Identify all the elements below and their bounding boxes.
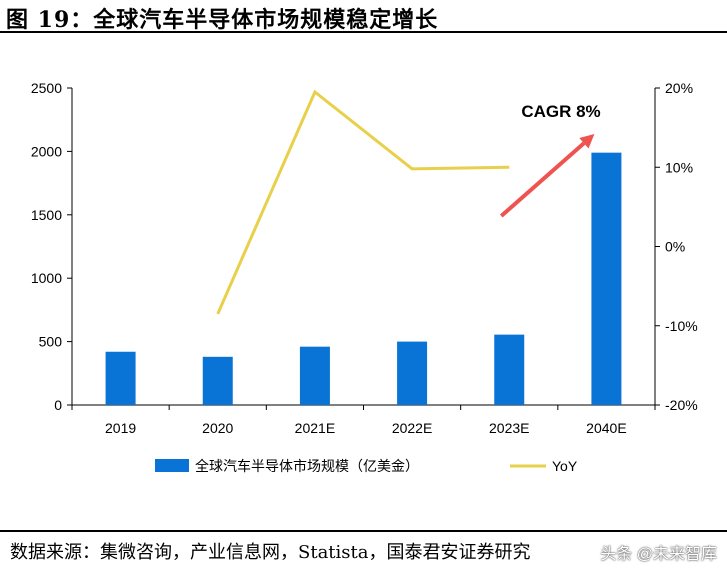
y-left-tick-label: 500 [39, 334, 63, 350]
y-left-tick-label: 2000 [31, 143, 62, 159]
y-left-tick-label: 1500 [31, 207, 62, 223]
title-rule [0, 31, 727, 33]
bar [299, 346, 330, 405]
legend-label-line: YoY [552, 458, 578, 474]
y-right-tick-label: 0% [665, 239, 685, 255]
cagr-arrow-head [579, 134, 595, 149]
x-tick-label: 2019 [105, 420, 136, 436]
legend-label-bar: 全球汽车半导体市场规模（亿美金） [195, 458, 419, 474]
y-left-tick-label: 2500 [31, 80, 62, 96]
x-tick-label: 2040E [586, 420, 626, 436]
x-tick-label: 2023E [489, 420, 529, 436]
watermark: 头条 @未来智库 [600, 546, 717, 563]
y-left-tick-label: 0 [54, 397, 62, 413]
legend-swatch-bar [155, 459, 189, 472]
bar [591, 152, 622, 405]
source-rule [0, 530, 727, 532]
bar [105, 351, 136, 405]
bars [105, 152, 622, 405]
y-right-tick-label: 10% [665, 159, 693, 175]
chart: 0 500 1000 1500 2000 2500 -20% -10% 0% 10% 20% 201… [31, 80, 698, 474]
cagr-label: CAGR 8% [521, 102, 600, 121]
x-tick-labels: 2019 2020 2021E 2022E 2023E 2040E [105, 420, 627, 436]
bar [397, 341, 428, 405]
legend: 全球汽车半导体市场规模（亿美金） YoY [155, 458, 578, 474]
x-tick-label: 2021E [295, 420, 335, 436]
x-tick-label: 2022E [392, 420, 432, 436]
y-right-tick-label: -20% [665, 397, 698, 413]
x-tick-label: 2020 [202, 420, 233, 436]
cagr-annotation: CAGR 8% [499, 102, 601, 218]
y-right-tick-label: -10% [665, 318, 698, 334]
bar [202, 356, 233, 405]
yoy-line [216, 89, 510, 315]
yoy-series-line [216, 89, 510, 315]
source-note: 数据来源：集微咨询，产业信息网，Statista，国泰君安证券研究 [10, 542, 531, 563]
axes: 0 500 1000 1500 2000 2500 -20% -10% 0% 10% 20% [31, 80, 698, 413]
y-right-tick-label: 20% [665, 80, 693, 96]
cagr-arrow-shaft [499, 141, 586, 218]
bar [494, 334, 525, 405]
figure-title: 图 19：全球汽车半导体市场规模稳定增长 [6, 7, 439, 33]
y-left-tick-label: 1000 [31, 270, 62, 286]
